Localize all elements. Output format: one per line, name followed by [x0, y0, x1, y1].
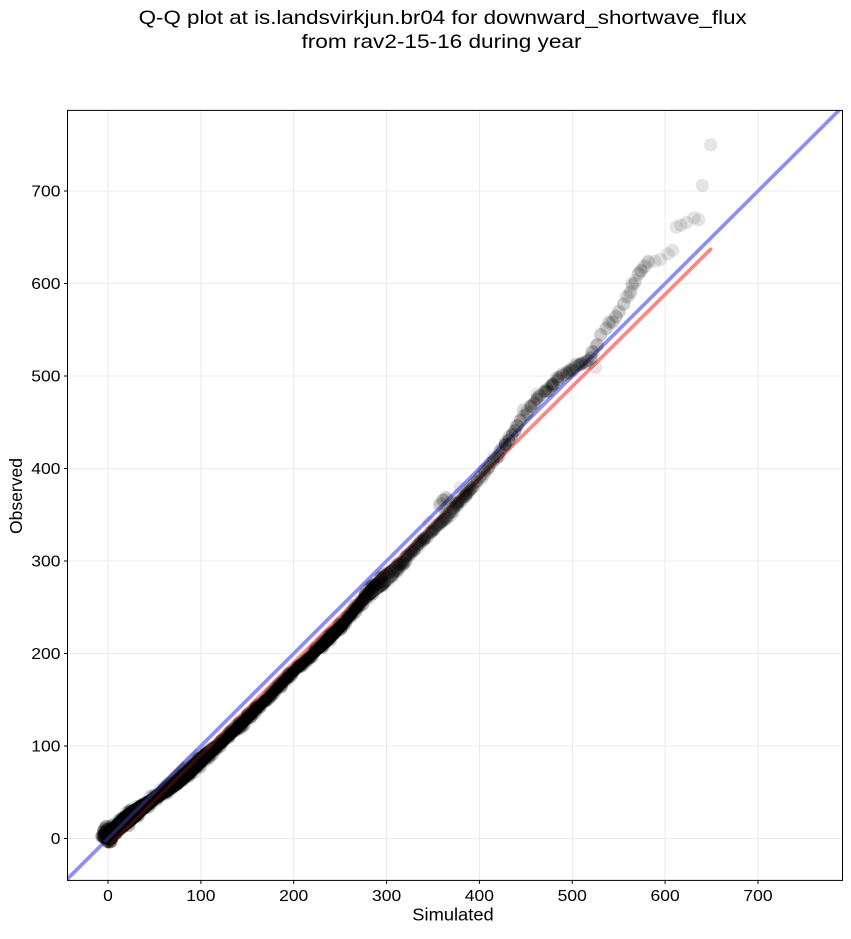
svg-text:0: 0 [103, 888, 113, 905]
svg-text:700: 700 [743, 888, 772, 905]
svg-text:100: 100 [31, 739, 60, 756]
svg-text:200: 200 [279, 888, 308, 905]
svg-text:400: 400 [465, 888, 494, 905]
svg-text:300: 300 [31, 554, 60, 571]
svg-text:200: 200 [31, 646, 60, 663]
svg-text:600: 600 [31, 276, 60, 293]
svg-text:100: 100 [186, 888, 215, 905]
svg-text:from rav2-15-16 during year: from rav2-15-16 during year [302, 31, 583, 53]
svg-text:600: 600 [651, 888, 680, 905]
svg-text:Observed: Observed [6, 458, 26, 534]
svg-text:Q-Q plot at is.landsvirkjun.br: Q-Q plot at is.landsvirkjun.br04 for dow… [139, 7, 747, 29]
svg-text:Simulated: Simulated [412, 905, 493, 925]
svg-text:700: 700 [31, 184, 60, 201]
svg-text:0: 0 [51, 831, 61, 848]
svg-text:500: 500 [558, 888, 587, 905]
svg-text:500: 500 [31, 369, 60, 386]
svg-text:400: 400 [31, 461, 60, 478]
svg-text:300: 300 [372, 888, 401, 905]
